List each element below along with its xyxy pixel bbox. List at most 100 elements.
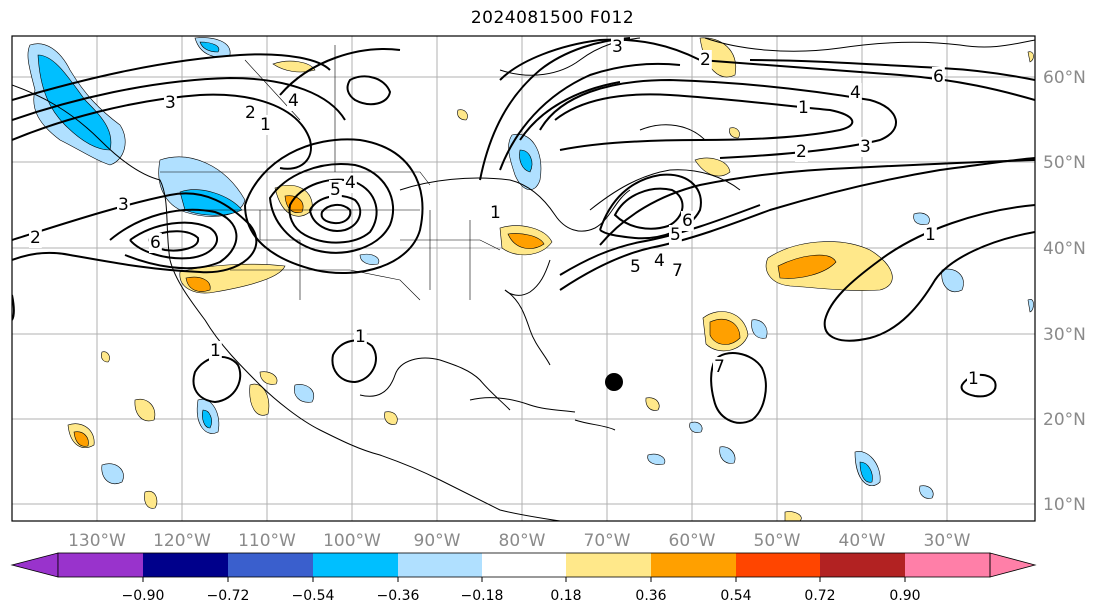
contour-label: 3 <box>118 195 129 215</box>
contour-label: 4 <box>345 173 356 193</box>
contour-label-halo <box>699 50 712 70</box>
lon-label: 70°W <box>584 531 631 551</box>
colorbar-tick-label: −0.36 <box>377 588 420 604</box>
contour-label-halo <box>209 341 222 361</box>
contour-label-halo <box>629 257 642 277</box>
contour-label-halo <box>489 203 502 223</box>
contour-label: 1 <box>355 327 366 347</box>
contour-label-halo <box>924 225 937 245</box>
colorbar-swatch <box>398 553 482 577</box>
contour-label-halo <box>117 195 130 215</box>
contour-label-halo <box>29 228 42 248</box>
contour-label: 5 <box>630 257 641 277</box>
lon-label: 90°W <box>414 531 461 551</box>
lon-label: 30°W <box>924 531 971 551</box>
contour-label: 1 <box>210 341 221 361</box>
lon-label: 50°W <box>754 531 801 551</box>
contour-label: 1 <box>925 225 936 245</box>
contour-label: 3 <box>612 37 623 57</box>
colorbar-tick-label: −0.72 <box>207 588 250 604</box>
contour-label: 6 <box>150 233 161 253</box>
colorbar-extend-high <box>989 552 1037 578</box>
contour-label-halo <box>713 357 726 377</box>
contour-label-halo <box>354 327 367 347</box>
contour-label-halo <box>344 173 357 193</box>
lat-label: 30°N <box>1043 325 1086 345</box>
lon-label: 110°W <box>238 531 296 551</box>
colorbar-tick-label: 0.18 <box>550 588 581 604</box>
colorbar-swatch <box>651 553 736 577</box>
contour-label: 1 <box>260 115 271 135</box>
shaded-anomalies <box>27 37 1034 521</box>
map-title: 2024081500 F012 <box>470 8 635 28</box>
contour-label: 5 <box>670 225 681 245</box>
contour-label: 1 <box>968 369 979 389</box>
contour-label: 2 <box>30 228 41 248</box>
colorbar-swatch <box>736 553 820 577</box>
lat-label: 10°N <box>1043 495 1086 515</box>
latitude-labels: 60°N 50°N 40°N 30°N 20°N 10°N <box>1043 68 1086 515</box>
colorbar-swatch <box>58 553 143 577</box>
lon-label: 60°W <box>669 531 716 551</box>
contour-label: 1 <box>490 203 501 223</box>
contour-label-halo <box>149 233 162 253</box>
lon-label: 100°W <box>323 531 381 551</box>
contour-label-halo <box>797 98 810 118</box>
colorbar-swatch <box>313 553 398 577</box>
contour-label-halo <box>329 180 342 200</box>
colorbar-swatch <box>820 553 905 577</box>
contour-label: 7 <box>672 261 683 281</box>
contour-label-halo <box>967 369 980 389</box>
contour-label-halo <box>653 251 666 271</box>
contour-label-halo <box>669 225 682 245</box>
lon-label: 130°W <box>68 531 126 551</box>
lat-label: 20°N <box>1043 410 1086 430</box>
colorbar-tick-label: 0.72 <box>804 588 835 604</box>
contour-label: 7 <box>714 357 725 377</box>
contour-label-halo <box>287 91 300 111</box>
lat-label: 40°N <box>1043 239 1086 259</box>
contour-label-halo <box>611 37 624 57</box>
contour-label-halo <box>671 261 684 281</box>
colorbar-tick-label: 0.90 <box>889 588 920 604</box>
contour-label: 2 <box>796 142 807 162</box>
contour-label: 4 <box>288 91 299 111</box>
colorbar-tick-label: −0.18 <box>461 588 504 604</box>
contour-label: 2 <box>245 103 256 123</box>
contour-label-halo <box>849 83 862 103</box>
colorbar-swatch <box>566 553 651 577</box>
longitude-labels: 130°W 120°W 110°W 100°W 90°W 80°W 70°W 6… <box>68 531 971 551</box>
contour-label: 4 <box>850 83 861 103</box>
lat-label: 60°N <box>1043 68 1086 88</box>
colorbar-swatch <box>482 553 566 577</box>
colorbar-tick-label: 0.36 <box>635 588 666 604</box>
storm-center-marker <box>605 373 623 391</box>
colorbar-swatch <box>905 553 990 577</box>
contour-label-halo <box>259 115 272 135</box>
colorbar-swatch <box>143 553 228 577</box>
contour-label: 1 <box>798 98 809 118</box>
colorbar: −0.90 −0.72 −0.54 −0.36 −0.18 0.18 0.36 … <box>10 552 1037 604</box>
lon-label: 120°W <box>153 531 211 551</box>
colorbar-extend-low <box>10 552 59 578</box>
contour-label-halo <box>795 142 808 162</box>
colorbar-tick-label: −0.54 <box>292 588 335 604</box>
contour-label: 6 <box>682 211 693 231</box>
contour-label: 3 <box>860 137 871 157</box>
map-frame <box>11 35 1036 522</box>
contour-label: 4 <box>654 251 665 271</box>
colorbar-tick-label: 0.54 <box>720 588 751 604</box>
lon-label: 40°W <box>839 531 886 551</box>
contour-label-halo <box>244 103 257 123</box>
contour-label: 2 <box>700 50 711 70</box>
lat-label: 50°N <box>1043 153 1086 173</box>
contour-label-halo <box>164 93 177 113</box>
contour-label-halo <box>681 211 694 231</box>
contour-label-halo <box>859 137 872 157</box>
contour-labels: 3 2 1 4 2 3 6 5 4 1 1 1 2 3 4 6 1 5 6 5 … <box>29 37 980 389</box>
contour-label: 3 <box>165 93 176 113</box>
lon-label: 80°W <box>499 531 546 551</box>
colorbar-swatch <box>228 553 313 577</box>
contour-label-halo <box>932 67 945 87</box>
